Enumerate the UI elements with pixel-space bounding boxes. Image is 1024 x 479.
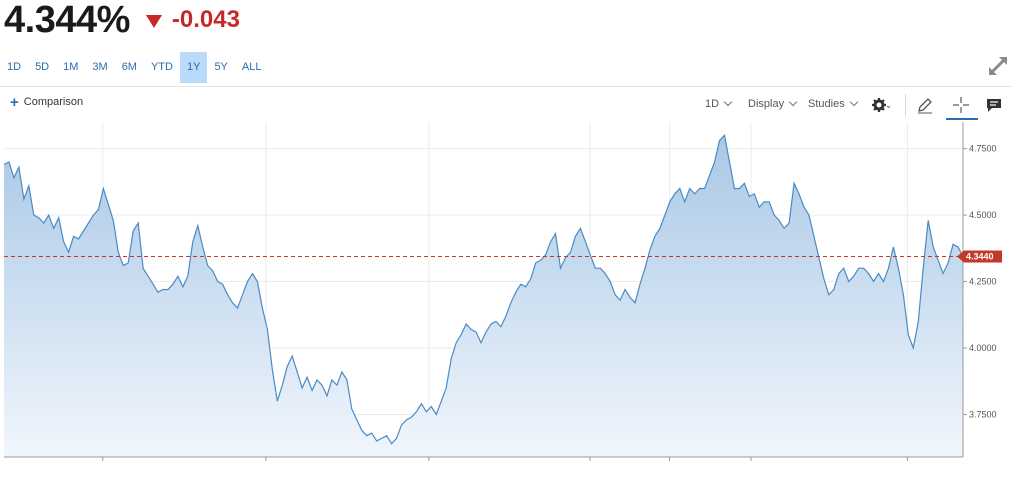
y-axis-labels: 4.7500 4.5000 4.2500 4.0000 3.7500 — [969, 144, 997, 420]
crosshair-icon[interactable] — [951, 95, 971, 115]
y-tick-label: 4.5000 — [969, 210, 997, 220]
range-tabs: 1D 5D 1M 3M 6M YTD 1Y 5Y ALL — [0, 52, 268, 83]
chart-toolbar: + Comparison 1D Display Studies — [0, 86, 1012, 123]
series-area-fill — [4, 135, 963, 458]
last-price-badge: 4.3440 — [957, 250, 1002, 263]
display-dropdown[interactable]: Display — [748, 97, 798, 110]
toolbar-divider — [905, 94, 906, 116]
interval-label: 1D — [705, 98, 720, 110]
range-tab-1y[interactable]: 1Y — [179, 52, 208, 83]
range-tab-1d[interactable]: 1D — [7, 61, 22, 73]
chevron-down-icon — [849, 97, 858, 107]
gear-icon[interactable] — [871, 95, 891, 115]
quote-header: 4.344% -0.043 — [4, 0, 240, 41]
quote-price: 4.344% — [4, 0, 130, 41]
range-tab-6m[interactable]: 6M — [121, 61, 137, 73]
y-tick-label: 4.0000 — [969, 343, 997, 353]
range-tab-ytd[interactable]: YTD — [150, 61, 173, 73]
studies-dropdown[interactable]: Studies — [808, 97, 858, 110]
comment-icon[interactable] — [984, 95, 1004, 115]
chevron-down-icon — [788, 97, 798, 107]
interval-dropdown[interactable]: 1D — [705, 97, 733, 110]
range-tab-1m[interactable]: 1M — [63, 61, 79, 73]
comparison-button[interactable]: + Comparison — [10, 93, 84, 111]
series-line — [3, 134, 964, 445]
y-tick-label: 4.2500 — [969, 277, 997, 287]
quote-change-value: -0.043 — [171, 6, 240, 33]
y-tick-label: 3.7500 — [969, 409, 997, 419]
plus-icon: + — [10, 93, 19, 111]
chart-axes — [4, 122, 964, 458]
range-tab-3m[interactable]: 3M — [92, 61, 108, 73]
pencil-icon[interactable] — [915, 95, 935, 115]
active-tool-indicator — [946, 118, 978, 120]
comparison-label: Comparison — [23, 96, 84, 108]
display-label: Display — [748, 98, 785, 110]
range-tab-all[interactable]: ALL — [241, 61, 262, 73]
studies-label: Studies — [808, 98, 845, 110]
down-triangle-icon — [145, 14, 162, 28]
range-tab-5y[interactable]: 5Y — [214, 61, 228, 73]
y-tick-label: 4.7500 — [969, 144, 997, 154]
last-price-label: 4.3440 — [966, 252, 994, 262]
range-tab-5d[interactable]: 5D — [35, 61, 50, 73]
quote-change: -0.043 — [145, 6, 240, 34]
expand-icon[interactable] — [984, 52, 1012, 80]
chevron-down-icon — [723, 97, 733, 107]
